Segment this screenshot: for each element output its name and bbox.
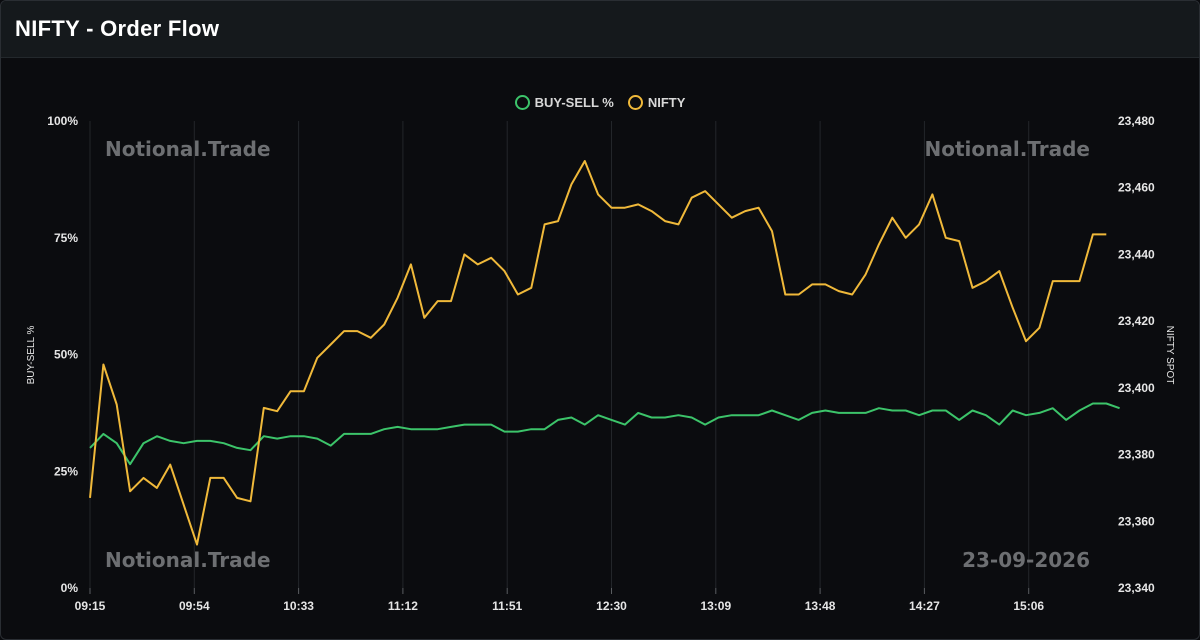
left-tick-label: 0% [61, 581, 79, 595]
right-tick-label: 23,480 [1118, 114, 1155, 128]
right-tick-label: 23,440 [1118, 247, 1155, 261]
page-title: NIFTY - Order Flow [15, 16, 220, 41]
left-axis-ticks: 0% 25% 50% 75% 100% [47, 114, 78, 595]
legend-label-nifty: NIFTY [647, 95, 686, 110]
watermark-top-left: Notional.Trade [105, 137, 271, 161]
right-tick-label: 23,400 [1118, 381, 1155, 395]
x-tick-label: 11:12 [388, 599, 418, 613]
series-lines [89, 160, 1120, 546]
legend-label-buy-sell: BUY-SELL % [534, 95, 614, 110]
watermarks: Notional.Trade Notional.Trade Notional.T… [105, 137, 1090, 572]
x-tick-label: 13:09 [700, 599, 731, 613]
right-axis-ticks: 23,340 23,360 23,380 23,400 23,420 23,440 23,4… [1118, 114, 1155, 595]
title-bar: NIFTY - Order Flow [1, 1, 1199, 58]
legend-item-nifty[interactable]: NIFTY [627, 95, 686, 110]
left-tick-label: 25% [54, 464, 78, 478]
watermark-bottom-left: Notional.Trade [105, 548, 271, 572]
right-tick-label: 23,340 [1118, 581, 1155, 595]
left-axis-label: BUY-SELL % [26, 326, 37, 385]
watermark-date: 23-09-2026 [962, 548, 1090, 572]
nifty-line [89, 160, 1107, 546]
right-tick-label: 23,380 [1118, 448, 1155, 462]
x-tick-label: 09:54 [179, 599, 210, 613]
buy-sell-line [89, 402, 1120, 466]
right-tick-label: 23,420 [1118, 314, 1155, 328]
watermark-top-right: Notional.Trade [924, 137, 1090, 161]
x-tick-label: 14:27 [909, 599, 940, 613]
legend-item-buy-sell[interactable]: BUY-SELL % [514, 95, 614, 110]
right-axis-label: NIFTY SPOT [1164, 326, 1175, 385]
right-tick-label: 23,460 [1118, 181, 1155, 195]
x-tick-label: 09:15 [75, 599, 106, 613]
legend-swatch-nifty [627, 95, 643, 110]
left-tick-label: 50% [54, 348, 78, 362]
grid-lines [89, 121, 1030, 588]
x-tick-label: 12:30 [596, 599, 627, 613]
x-tick-label: 10:33 [283, 599, 314, 613]
legend-swatch-buy-sell [514, 95, 530, 110]
x-axis-ticks: 09:15 09:54 10:33 11:12 11:51 12:30 13:09 13:48… [75, 588, 1044, 613]
chart-legend: BUY-SELL % NIFTY [1, 95, 1199, 110]
right-tick-label: 23,360 [1118, 514, 1155, 528]
x-tick-label: 15:06 [1013, 599, 1044, 613]
left-tick-label: 100% [47, 114, 78, 128]
left-tick-label: 75% [54, 231, 78, 245]
x-tick-label: 11:51 [492, 599, 522, 613]
x-tick-label: 13:48 [805, 599, 836, 613]
